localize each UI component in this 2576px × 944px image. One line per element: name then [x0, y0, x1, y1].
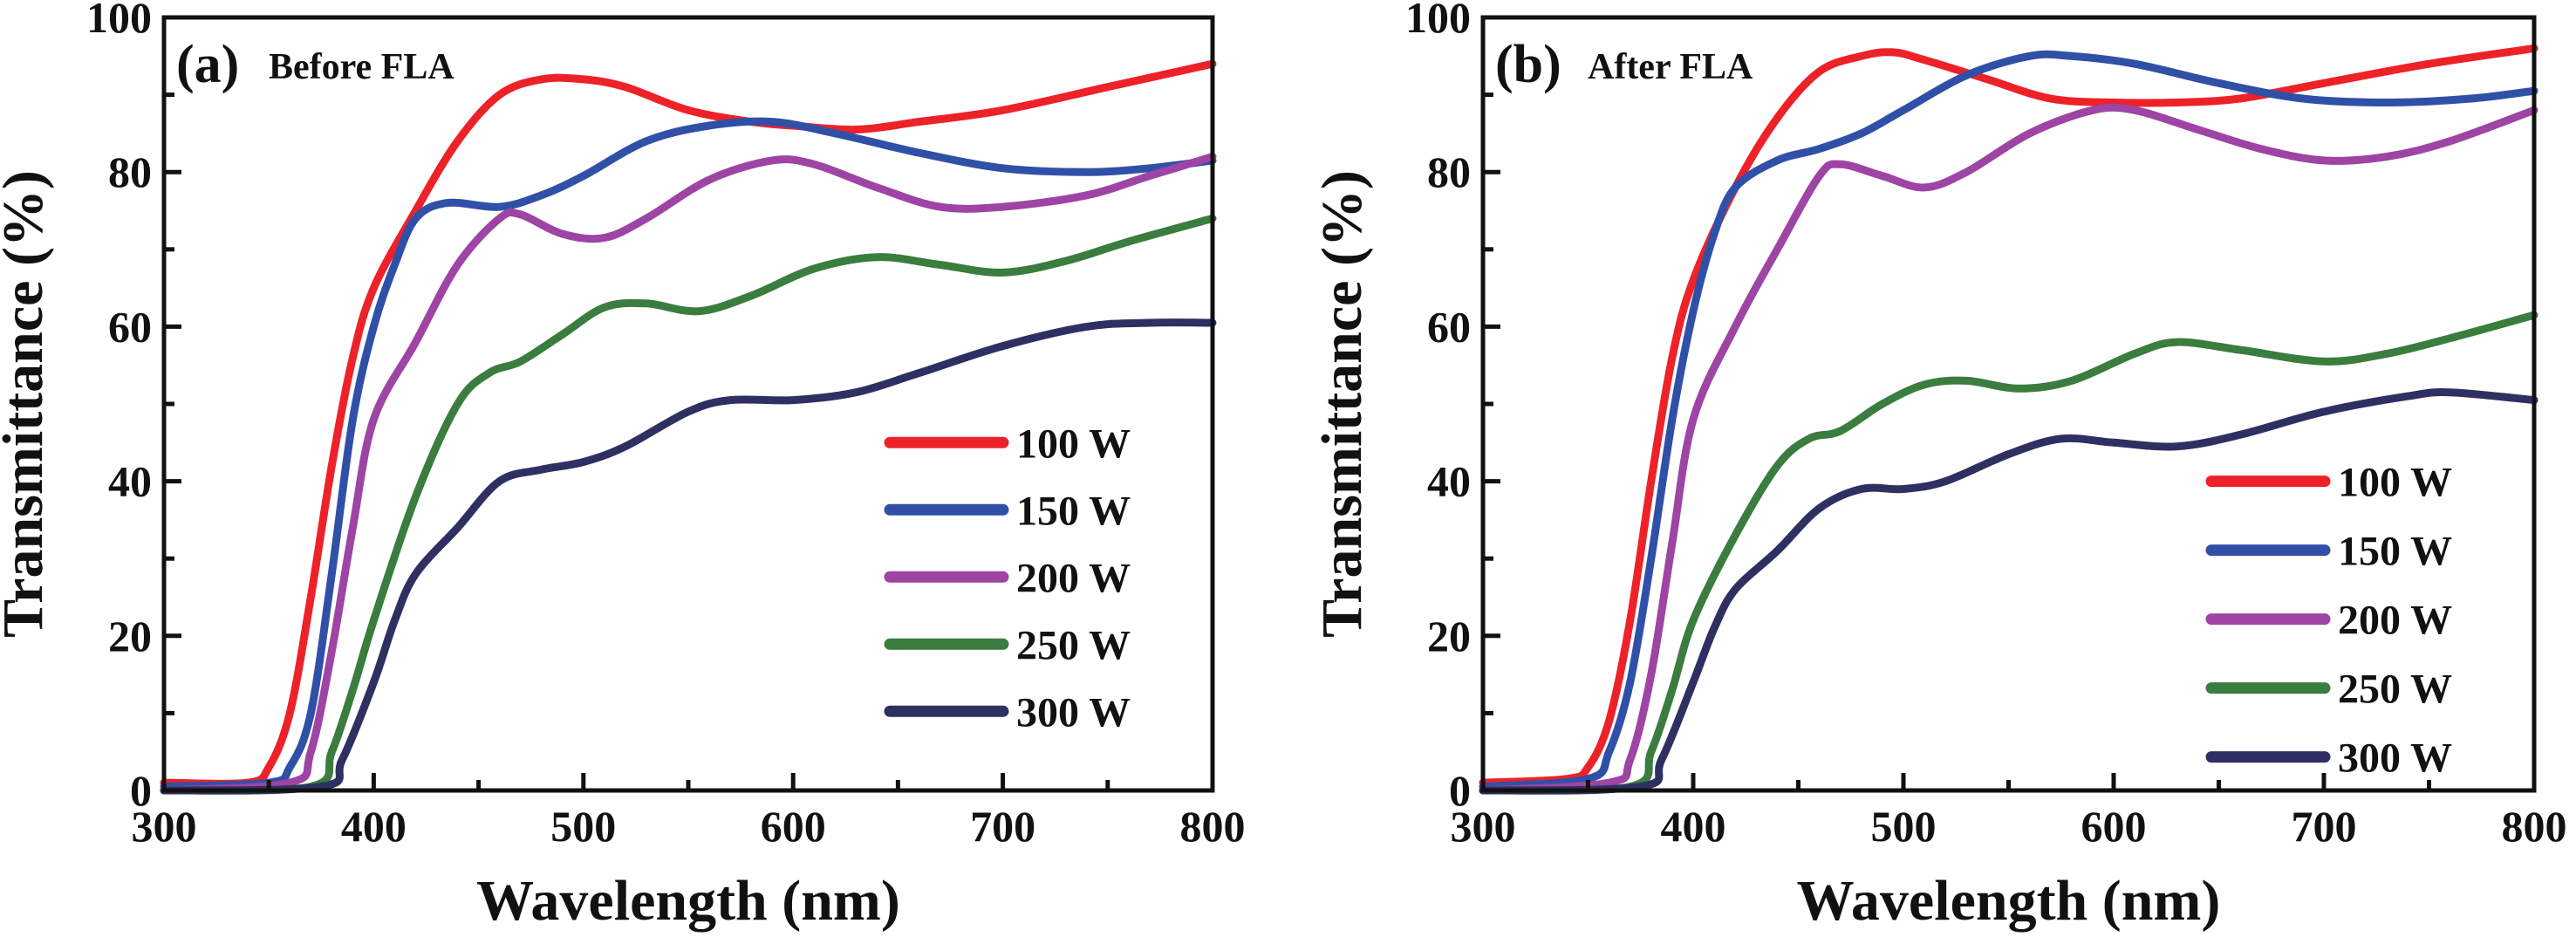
- panel-a: 300 400 500 600 700 800 0 20 40 60 80 100 100 W 150 W…: [0, 0, 1246, 933]
- panel-a-series-250w: [160, 214, 1217, 795]
- legend-label-100w: 100 W: [1016, 421, 1131, 467]
- panel-a-y-tick-label: 80: [108, 147, 152, 196]
- panel-a-x-tick-label: 400: [341, 802, 407, 851]
- panel-a-x-tick-label: 800: [1180, 802, 1246, 851]
- panel-a-plot: 300 400 500 600 700 800 0 20 40 60 80 100 100 W 150 W…: [86, 0, 1246, 851]
- panel-b-series-100w: [1479, 44, 2538, 787]
- panel-b-x-tick-label: 500: [1871, 802, 1937, 851]
- panel-b-plot: 300 400 500 600 700 800 0 20 40 60 80 100 100 W 150 W…: [1405, 0, 2567, 851]
- legend-label-100w: 100 W: [2338, 460, 2452, 506]
- panel-a-title: Before FLA: [269, 47, 454, 87]
- panel-a-y-axis-title: Transmittance (%): [0, 170, 55, 638]
- panel-b-x-tick-label: 800: [2502, 802, 2567, 851]
- panel-a-x-axis-title: Wavelength (nm): [476, 869, 900, 933]
- panel-b-series-group: [1479, 44, 2538, 795]
- legend-label-250w: 250 W: [2338, 667, 2452, 713]
- legend-label-200w: 200 W: [1016, 555, 1131, 601]
- panel-b-x-tick-label: 700: [2292, 802, 2357, 851]
- legend-label-300w: 300 W: [2338, 735, 2452, 782]
- panel-b-series-250w: [1479, 311, 2538, 795]
- panel-b-y-tick-label: 0: [1449, 766, 1471, 815]
- legend-label-150w: 150 W: [2338, 529, 2452, 575]
- panel-a-x-tick-label: 500: [550, 802, 616, 851]
- panel-a-y-tick-label: 40: [108, 457, 152, 506]
- panel-b-series-300w: [1479, 388, 2538, 795]
- panel-b-x-tick-label: 400: [1661, 802, 1726, 851]
- legend-label-150w: 150 W: [1016, 488, 1131, 534]
- panel-a-x-tick-label: 300: [132, 802, 197, 851]
- panel-a-y-tick-label: 100: [86, 0, 152, 42]
- legend-label-300w: 300 W: [1016, 689, 1131, 735]
- panel-b-x-tick-label: 300: [1451, 802, 1516, 851]
- panel-b-label: (b): [1495, 35, 1561, 94]
- panel-a-series-150w: [160, 117, 1217, 791]
- panel-a-series-100w: [160, 59, 1217, 788]
- panel-a-legend: 100 W 150 W 200 W 250 W 300 W: [884, 421, 1131, 735]
- panel-b: 300 400 500 600 700 800 0 20 40 60 80 100 100 W 150 W…: [1310, 0, 2567, 933]
- panel-b-legend: 100 W 150 W 200 W 250 W 300 W: [2205, 460, 2452, 782]
- panel-b-y-tick-label: 40: [1427, 457, 1471, 506]
- panel-a-x-tick-label: 600: [761, 802, 826, 851]
- panel-b-y-tick-label: 20: [1427, 612, 1471, 660]
- panel-b-series-150w: [1479, 50, 2538, 791]
- panel-a-label: (a): [176, 35, 239, 94]
- panel-a-series-group: [160, 59, 1217, 795]
- panel-a-x-tick-label: 700: [970, 802, 1035, 851]
- panel-b-y-tick-label: 100: [1405, 0, 1471, 42]
- panel-a-y-tick-label: 0: [130, 766, 152, 815]
- legend-label-250w: 250 W: [1016, 622, 1131, 668]
- panel-b-x-axis-title: Wavelength (nm): [1797, 869, 2221, 933]
- panel-b-x-tick-label: 600: [2081, 802, 2147, 851]
- panel-b-y-tick-label: 80: [1427, 147, 1471, 196]
- panel-a-y-tick-label: 20: [108, 612, 152, 660]
- panel-a-series-200w: [160, 153, 1217, 795]
- panel-b-y-axis-title: Transmittance (%): [1310, 170, 1374, 638]
- legend-label-200w: 200 W: [2338, 598, 2452, 644]
- panel-a-y-tick-label: 60: [108, 302, 152, 351]
- panel-a-series-300w: [160, 318, 1217, 795]
- panel-b-series-200w: [1479, 103, 2538, 795]
- panel-b-y-tick-label: 60: [1427, 302, 1471, 351]
- panel-b-title: After FLA: [1588, 47, 1753, 87]
